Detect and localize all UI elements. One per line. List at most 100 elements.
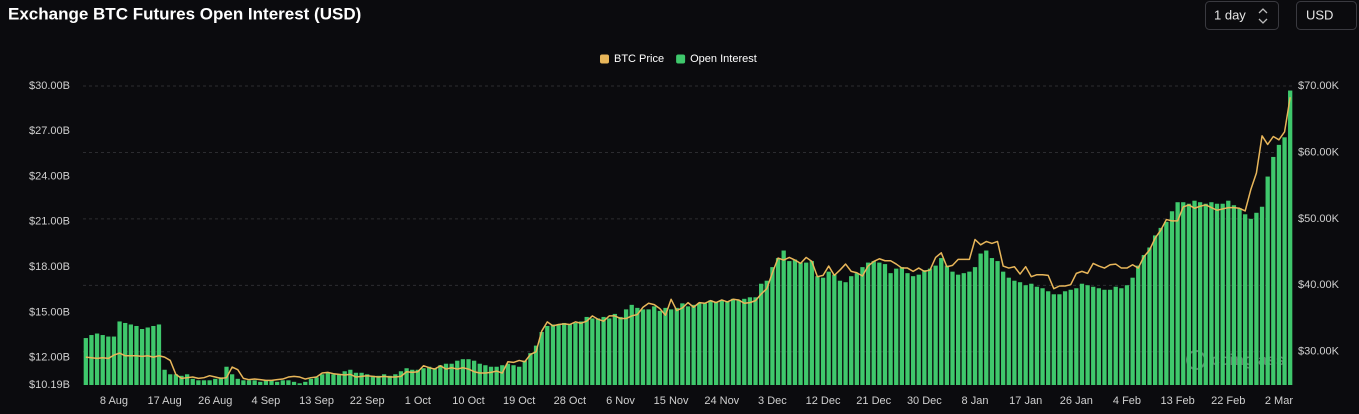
bar [303, 381, 308, 385]
bar [612, 313, 617, 385]
bar [1091, 286, 1096, 385]
bar [753, 297, 758, 385]
bar [894, 268, 899, 385]
bar [275, 381, 280, 385]
bar [488, 366, 494, 385]
bar [1079, 283, 1085, 385]
bar [246, 380, 252, 385]
x-tick-label: 21 Dec [856, 395, 891, 407]
bar [533, 345, 539, 385]
x-tick-label: 30 Dec [907, 395, 942, 407]
x-tick-label: 13 Feb [1161, 395, 1195, 407]
bar [989, 258, 995, 385]
bar [1192, 200, 1197, 385]
bar [691, 304, 696, 385]
bar [1124, 285, 1130, 385]
bar [697, 303, 702, 385]
bar [1136, 265, 1141, 385]
y-tick-label: $21.00B [29, 216, 70, 228]
bar [258, 381, 263, 385]
bar [1231, 205, 1237, 385]
bar [1074, 288, 1079, 385]
y2-tick-label: $40.00K [1298, 279, 1340, 291]
bar [978, 253, 983, 385]
bar [426, 366, 432, 385]
bar [640, 309, 646, 385]
bar [798, 262, 803, 385]
select-label: 1 day [1214, 7, 1246, 22]
select-box [1296, 1, 1357, 30]
bar [466, 359, 471, 385]
x-tick-label: 26 Jan [1060, 395, 1093, 407]
bar [184, 374, 190, 385]
x-tick-label: 19 Oct [503, 395, 535, 407]
bar [162, 369, 167, 385]
bar [865, 262, 871, 385]
bar [314, 377, 319, 385]
bar [623, 309, 629, 385]
bar [106, 336, 111, 385]
bar [1265, 176, 1270, 385]
bar [1147, 247, 1152, 385]
bar [1288, 90, 1293, 385]
bar [1243, 214, 1248, 385]
bar [877, 262, 882, 385]
bar [882, 264, 888, 385]
bar [545, 325, 550, 385]
bar [331, 374, 336, 385]
bar [522, 360, 527, 385]
bar [218, 377, 224, 385]
bar [899, 267, 904, 385]
bar [348, 369, 353, 385]
bar [646, 309, 651, 385]
bar [111, 336, 117, 385]
bar [173, 374, 178, 385]
bar [280, 380, 285, 385]
y-tick-label: $30.00B [29, 80, 70, 92]
bar [230, 374, 235, 385]
bar [190, 378, 195, 385]
bar [607, 318, 612, 385]
bar [1062, 291, 1068, 385]
interval-select[interactable]: 1 day [1205, 1, 1279, 30]
currency-select[interactable]: USD [1296, 1, 1357, 30]
bar [404, 368, 409, 385]
x-tick-label: 4 Sep [252, 395, 281, 407]
bar [685, 306, 691, 385]
bar [100, 335, 105, 385]
x-tick-label: 28 Oct [554, 395, 586, 407]
bar [1141, 255, 1146, 385]
bar [213, 378, 218, 385]
bar [668, 309, 674, 385]
bar [387, 375, 392, 385]
bar [736, 300, 741, 385]
bar [1237, 208, 1242, 385]
bar [680, 303, 685, 385]
bar [860, 267, 865, 385]
bar [1276, 144, 1282, 385]
bar [826, 271, 831, 385]
y-tick-label: $10.19B [29, 379, 70, 391]
bar [809, 261, 814, 385]
bar [1057, 294, 1062, 385]
bar [770, 267, 775, 385]
bar [871, 261, 876, 385]
bar [916, 274, 921, 385]
bar [590, 318, 595, 385]
bar [939, 258, 944, 385]
bar [342, 371, 347, 385]
bar [601, 316, 606, 385]
bar [353, 372, 359, 385]
bar [1023, 285, 1028, 385]
bar [663, 307, 668, 385]
bar [1203, 203, 1208, 385]
y-tick-label: $18.00B [29, 261, 70, 273]
bar [393, 374, 398, 385]
bar [410, 369, 415, 385]
bar [1209, 202, 1214, 385]
bar [792, 259, 798, 385]
select-label: USD [1306, 7, 1333, 22]
bar [1017, 282, 1023, 385]
x-tick-label: 4 Feb [1113, 395, 1141, 407]
bar [1226, 200, 1231, 385]
